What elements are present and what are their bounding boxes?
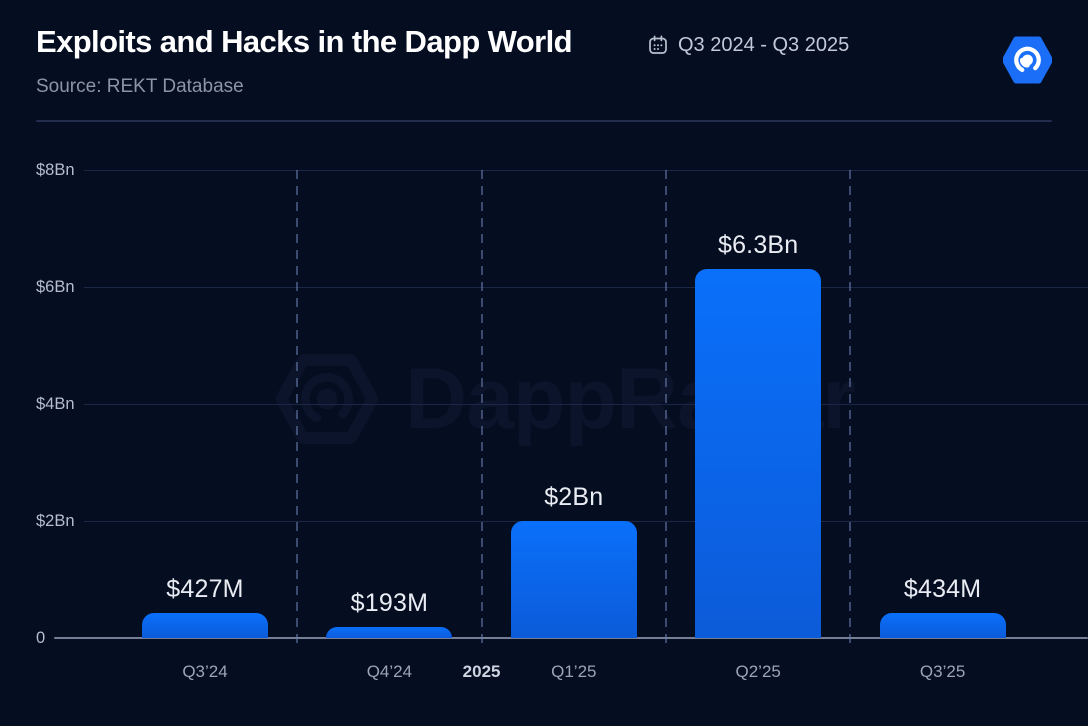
dappradar-logo-icon	[1003, 36, 1052, 84]
y-tick-label: 0	[36, 629, 46, 647]
gridline-row: $6Bn	[36, 277, 1088, 297]
bar-value-label: $2Bn	[544, 483, 604, 511]
bar-value-label: $6.3Bn	[717, 231, 799, 259]
bar-Q3’24	[142, 613, 268, 638]
bar-Q2’25	[695, 269, 822, 638]
quarter-separator-dashed-line	[480, 170, 483, 648]
gridline	[83, 403, 1088, 405]
x-tick-label: Q3’24	[182, 662, 228, 681]
header-divider	[36, 120, 1052, 122]
quarter-separator-dashed-line	[296, 170, 299, 648]
calendar-icon	[649, 35, 667, 54]
x-tick-label: Q2’25	[735, 662, 781, 681]
bar-Q1’25	[510, 521, 637, 638]
gridline-row: $4Bn	[36, 394, 1088, 414]
gridline-row: $8Bn	[36, 160, 1088, 180]
quarter-separator-dashed-line	[849, 170, 852, 648]
year-marker-label: 2025	[462, 662, 501, 681]
quarter-separator-dashed-line	[665, 170, 667, 648]
bar-Q3’25	[879, 613, 1006, 638]
bar-value-label: $434M	[903, 575, 982, 603]
y-tick-label: $8Bn	[36, 161, 75, 179]
x-axis-line	[54, 637, 1088, 639]
bar-Q4’24	[326, 627, 453, 638]
bar-value-label: $193M	[350, 589, 429, 617]
gridline	[83, 286, 1088, 288]
source-label: Source: REKT Database	[36, 76, 244, 97]
page-title: Exploits and Hacks in the Dapp World	[36, 24, 573, 59]
date-range-label: Q3 2024 - Q3 2025	[678, 33, 850, 56]
y-tick-label: $4Bn	[36, 395, 75, 413]
x-tick-label: Q3’25	[919, 662, 966, 681]
x-tick-label: Q1’25	[551, 662, 597, 681]
bar-value-label: $427M	[166, 575, 244, 603]
y-tick-label: $6Bn	[36, 278, 75, 296]
x-axis-baseline-row: 0	[36, 628, 1088, 648]
y-tick-label: $2Bn	[36, 512, 75, 530]
date-range: Q3 2024 - Q3 2025	[647, 32, 849, 58]
gridline	[83, 169, 1088, 171]
x-tick-label: Q4’24	[366, 662, 413, 681]
